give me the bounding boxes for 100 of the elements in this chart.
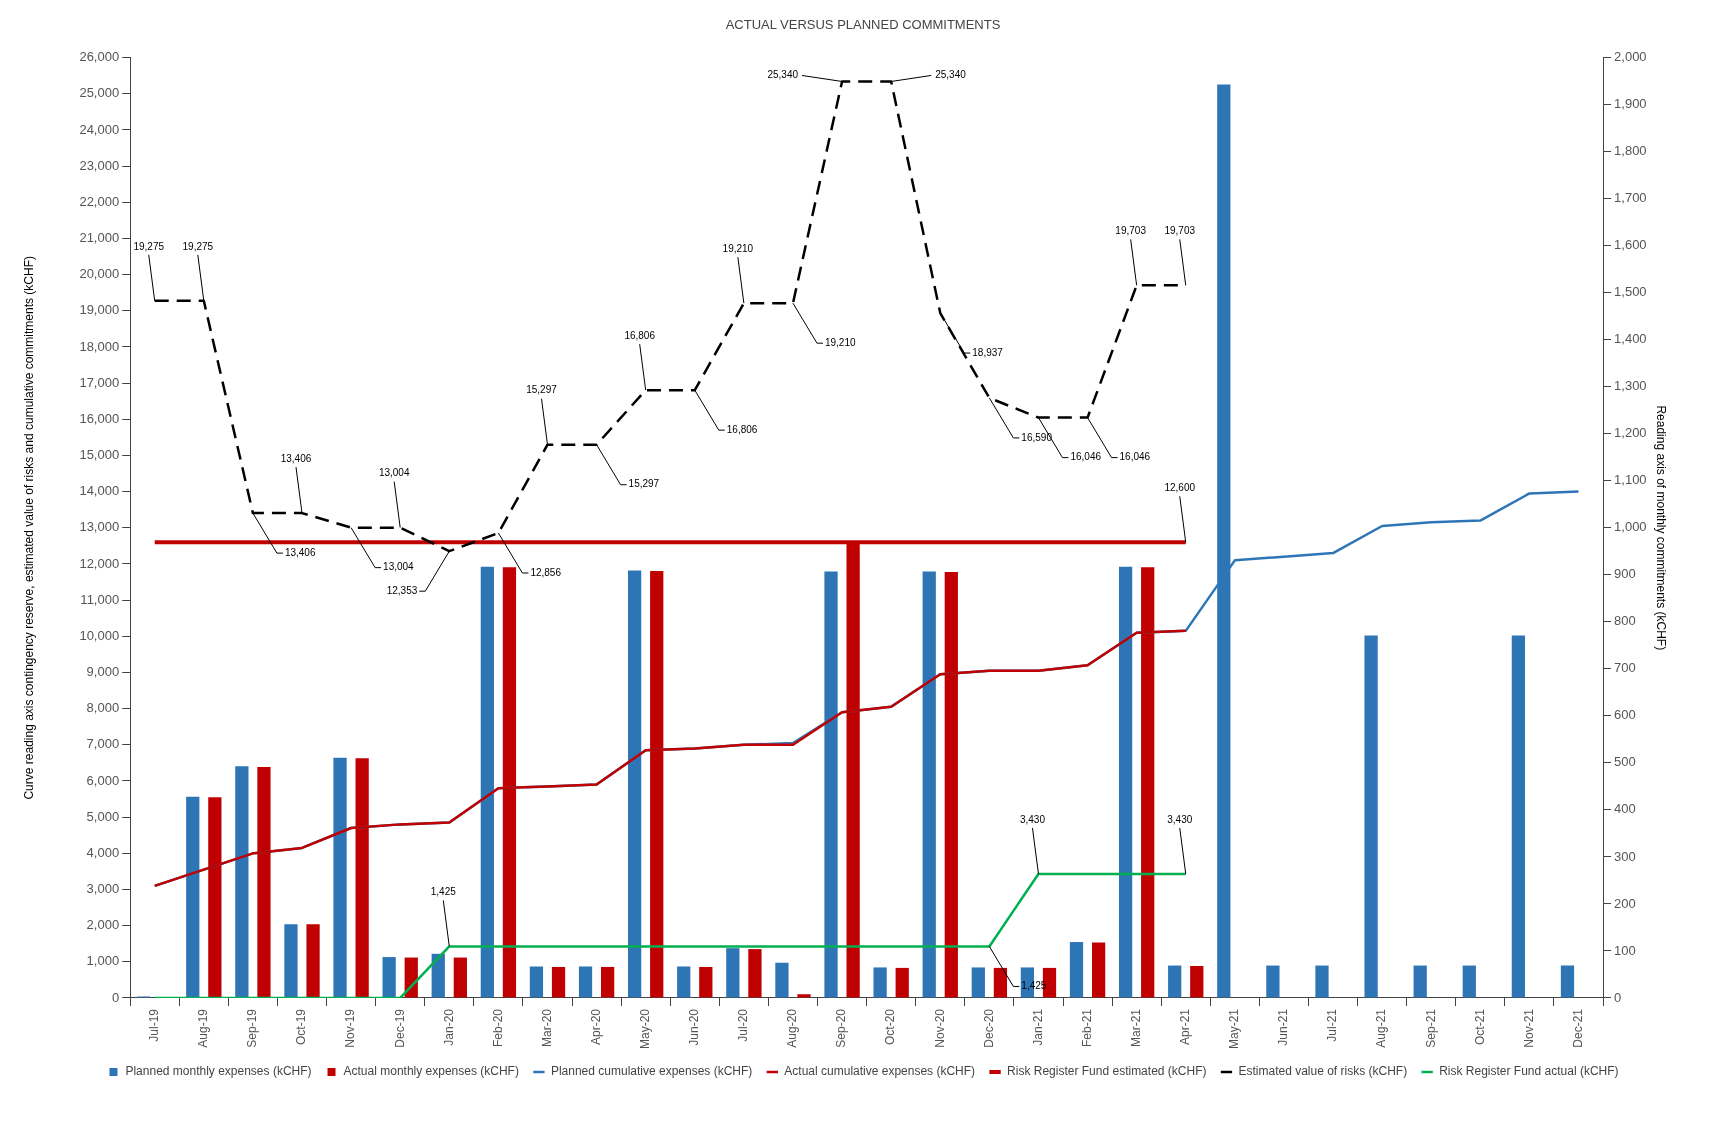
x-tick-label: Jul-20 [736,1008,751,1042]
y-tick-label: 21,000 [79,230,120,246]
y2-tick-label: 1,800 [1614,143,1647,159]
y-tick-label: 10,000 [79,627,120,643]
y2-tick-label: 100 [1614,942,1636,958]
legend-label: Risk Register Fund estimated (kCHF) [1007,1064,1207,1079]
x-tick-label: Aug-19 [196,1008,211,1048]
data-label: 19,275 [133,240,165,252]
data-label: 16,046 [1119,451,1151,463]
x-tick-label: Sep-19 [245,1008,260,1048]
data-label: 1,425 [1021,980,1047,992]
legend-label: Planned cumulative expenses (kCHF) [550,1064,753,1079]
x-tick-label: Jul-21 [1325,1008,1340,1042]
y2-tick-label: 1,500 [1614,284,1647,300]
y-tick-label: 19,000 [79,302,120,318]
data-label: 12,353 [386,584,418,596]
data-label: 16,806 [726,423,758,435]
data-label: 16,590 [1021,431,1053,443]
data-label: 13,004 [378,467,410,479]
y2-tick-label: 1,900 [1614,96,1647,112]
y-tick-label: 12,000 [79,555,120,571]
x-tick-label: Nov-20 [932,1008,947,1048]
y2-tick-label: 200 [1614,895,1636,911]
y-tick-label: 11,000 [80,591,120,607]
x-tick-label: Oct-21 [1472,1008,1487,1045]
x-tick-label: Aug-20 [785,1008,800,1048]
y-tick-label: 4,000 [86,844,120,860]
y2-tick-label: 1,700 [1614,190,1647,206]
y2-axis-title: Reading axis of monthly commitments (kCHF) [1654,405,1669,651]
data-label: 1,425 [430,886,457,898]
x-tick-label: Jul-19 [147,1008,162,1042]
y-tick-label: 24,000 [79,121,120,137]
data-label: 16,046 [1070,451,1102,463]
data-label: 13,406 [284,546,316,558]
data-label: 15,297 [628,478,660,490]
x-tick-label: Dec-21 [1570,1008,1585,1048]
x-tick-label: Oct-19 [294,1008,309,1045]
data-label: 18,937 [972,346,1004,358]
y-tick-label: 9,000 [86,664,120,680]
y2-tick-label: 1,200 [1614,425,1647,441]
y2-tick-label: 1,300 [1614,378,1647,394]
legend-label: Actual cumulative expenses (kCHF) [784,1064,976,1079]
data-label: 3,430 [1019,813,1046,825]
data-label: 19,210 [824,336,856,348]
chart-title: ACTUAL VERSUS PLANNED COMMITMENTS [725,17,1001,33]
y-tick-label: 6,000 [86,772,120,788]
x-tick-label: Nov-21 [1521,1008,1536,1048]
data-label: 25,340 [767,69,799,81]
x-tick-label: Jun-21 [1276,1008,1291,1046]
x-tick-label: Sep-21 [1423,1008,1438,1048]
x-tick-label: Sep-20 [834,1008,849,1048]
x-tick-label: Feb-21 [1079,1008,1094,1048]
y2-tick-label: 700 [1614,660,1636,676]
y-tick-label: 17,000 [79,374,120,390]
y-tick-label: 26,000 [79,49,120,65]
y-tick-label: 13,000 [79,519,120,535]
y2-tick-label: 1,600 [1614,237,1647,253]
y-tick-label: 1,000 [86,953,120,969]
y2-tick-label: 2,000 [1614,49,1647,65]
x-tick-label: Aug-21 [1374,1008,1389,1048]
y2-tick-label: 400 [1614,801,1636,817]
y-tick-label: 18,000 [79,338,120,354]
y2-tick-label: 1,100 [1614,472,1647,488]
x-tick-label: Mar-20 [539,1008,554,1047]
data-label: 19,275 [182,240,214,252]
y-tick-label: 16,000 [79,410,120,426]
data-label: 13,004 [383,561,415,573]
y-tick-label: 22,000 [79,193,120,209]
y-axis-title: Curve reading axis contingency reserve, estimated value of risks and cumulative commitments (kCHF) [21,256,36,800]
y2-tick-label: 300 [1614,848,1636,864]
y2-tick-label: 1,400 [1614,331,1647,347]
data-label: 19,210 [722,242,754,254]
y-tick-label: 0 [111,989,120,1005]
data-label: 3,430 [1167,813,1193,825]
legend-label: Planned monthly expenses (kCHF) [125,1064,312,1079]
data-label: 19,703 [1115,225,1147,237]
y-tick-label: 20,000 [79,266,120,282]
x-tick-label: May-21 [1227,1008,1242,1049]
x-tick-label: Dec-19 [392,1008,407,1048]
y-tick-label: 2,000 [86,917,120,933]
y-tick-label: 3,000 [86,881,120,897]
y-tick-label: 14,000 [79,483,120,499]
y2-tick-label: 500 [1614,754,1636,770]
y2-tick-label: 800 [1614,613,1636,629]
y-tick-label: 25,000 [79,85,120,101]
x-tick-label: Dec-20 [981,1008,996,1048]
x-tick-label: Nov-19 [343,1008,358,1048]
legend-label: Estimated value of risks (kCHF) [1238,1064,1408,1079]
x-tick-label: Apr-20 [588,1008,603,1046]
data-label: 12,856 [530,566,562,578]
data-label: 19,703 [1164,225,1196,237]
y-tick-label: 5,000 [86,808,120,824]
x-tick-label: Jan-21 [1030,1008,1045,1046]
y2-tick-label: 900 [1614,566,1636,582]
data-label: 12,600 [1164,482,1196,494]
y2-tick-label: 600 [1614,707,1636,723]
x-tick-label: Jun-20 [687,1008,702,1046]
legend-label: Actual monthly expenses (kCHF) [343,1064,519,1079]
data-label: 13,406 [280,452,312,464]
y-tick-label: 15,000 [79,447,120,463]
